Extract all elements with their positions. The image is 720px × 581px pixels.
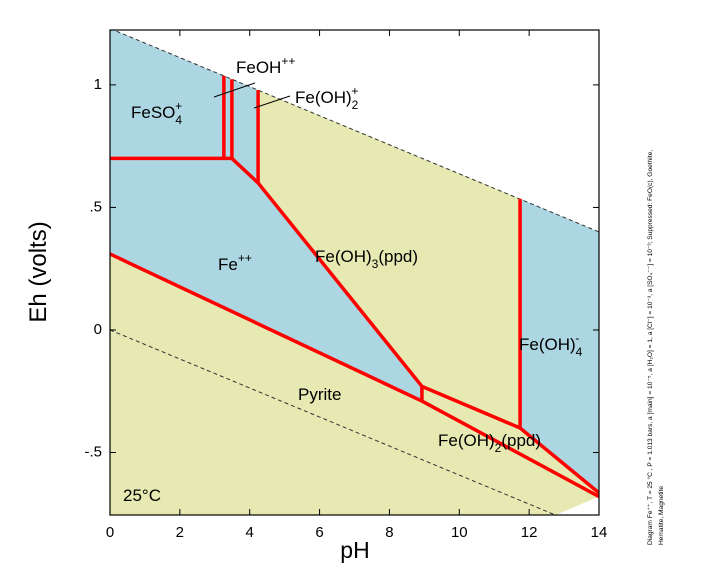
field-label-part: ++ bbox=[281, 54, 295, 68]
y-axis-label: Eh (volts) bbox=[25, 221, 52, 322]
leader-line bbox=[213, 82, 256, 98]
x-tick-label: 14 bbox=[591, 524, 608, 541]
x-tick-label: 12 bbox=[521, 524, 538, 541]
water-stability-line bbox=[112, 30, 599, 233]
stability-field bbox=[520, 198, 599, 493]
field-label-part: + bbox=[351, 84, 358, 98]
field-label: FeSO4+ bbox=[131, 99, 182, 127]
plot-frame bbox=[109, 29, 600, 516]
field-label: Fe(OH)2+ bbox=[295, 84, 359, 112]
field-label-part: 4 bbox=[175, 113, 182, 127]
temperature-annotation: 25°C bbox=[123, 486, 161, 505]
field-label-part: Fe(OH) bbox=[438, 431, 495, 450]
side-note: Hematite, Magnetite bbox=[658, 486, 665, 545]
field-label-part: + bbox=[175, 99, 182, 113]
stability-field bbox=[258, 90, 521, 428]
stability-field bbox=[231, 79, 259, 183]
field-label-part: Fe bbox=[218, 255, 238, 274]
field-label: FeOH++ bbox=[236, 54, 295, 77]
plot-area bbox=[110, 30, 599, 515]
x-tick-label: 10 bbox=[451, 524, 468, 541]
field-boundary bbox=[230, 157, 521, 430]
x-axis-label: pH bbox=[340, 537, 369, 563]
stability-field bbox=[110, 158, 422, 402]
stability-field bbox=[110, 30, 224, 159]
field-label: Fe(OH)3(ppd) bbox=[315, 247, 418, 271]
field-label-part: 4 bbox=[576, 345, 583, 359]
field-label-part: 2 bbox=[352, 98, 359, 112]
x-tick-label: 6 bbox=[315, 524, 323, 541]
field-label: Fe(OH)2(ppd) bbox=[438, 431, 541, 455]
y-tick-label: 0 bbox=[94, 321, 102, 338]
x-tick-label: 2 bbox=[176, 524, 184, 541]
field-label-part: Fe(OH) bbox=[315, 247, 372, 266]
leader-line bbox=[253, 95, 291, 109]
stability-field bbox=[110, 253, 599, 515]
field-label-part: ++ bbox=[238, 251, 252, 265]
field-label-part: Fe(OH) bbox=[519, 335, 576, 354]
field-label-part: (ppd) bbox=[378, 247, 418, 266]
field-boundary bbox=[518, 426, 599, 495]
x-tick-label: 4 bbox=[246, 524, 254, 541]
x-tick-label: 0 bbox=[106, 524, 114, 541]
stability-field bbox=[421, 386, 599, 497]
water-stability-line bbox=[110, 329, 556, 515]
x-tick-label: 8 bbox=[385, 524, 393, 541]
stability-field bbox=[223, 75, 232, 159]
y-tick-label: .5 bbox=[89, 198, 102, 215]
field-label: Pyrite bbox=[298, 385, 341, 404]
field-label-part: FeSO bbox=[131, 103, 175, 122]
y-tick-label: -.5 bbox=[84, 443, 102, 460]
field-label: Fe(OH)4- bbox=[519, 331, 583, 359]
field-label-part: 2 bbox=[495, 441, 502, 455]
field-label-part: FeOH bbox=[236, 58, 281, 77]
field-label: Fe++ bbox=[218, 251, 252, 274]
side-note: Diagram Fe⁺⁺, T = 25 °C , P = 1.013 bars… bbox=[646, 150, 654, 545]
y-tick-label: 1 bbox=[94, 76, 102, 93]
field-label-part: - bbox=[575, 331, 579, 345]
field-label-part: Fe(OH) bbox=[295, 88, 352, 107]
field-label-part: (ppd) bbox=[501, 431, 541, 450]
field-label-part: 3 bbox=[372, 257, 379, 271]
field-label-part: Pyrite bbox=[298, 385, 341, 404]
